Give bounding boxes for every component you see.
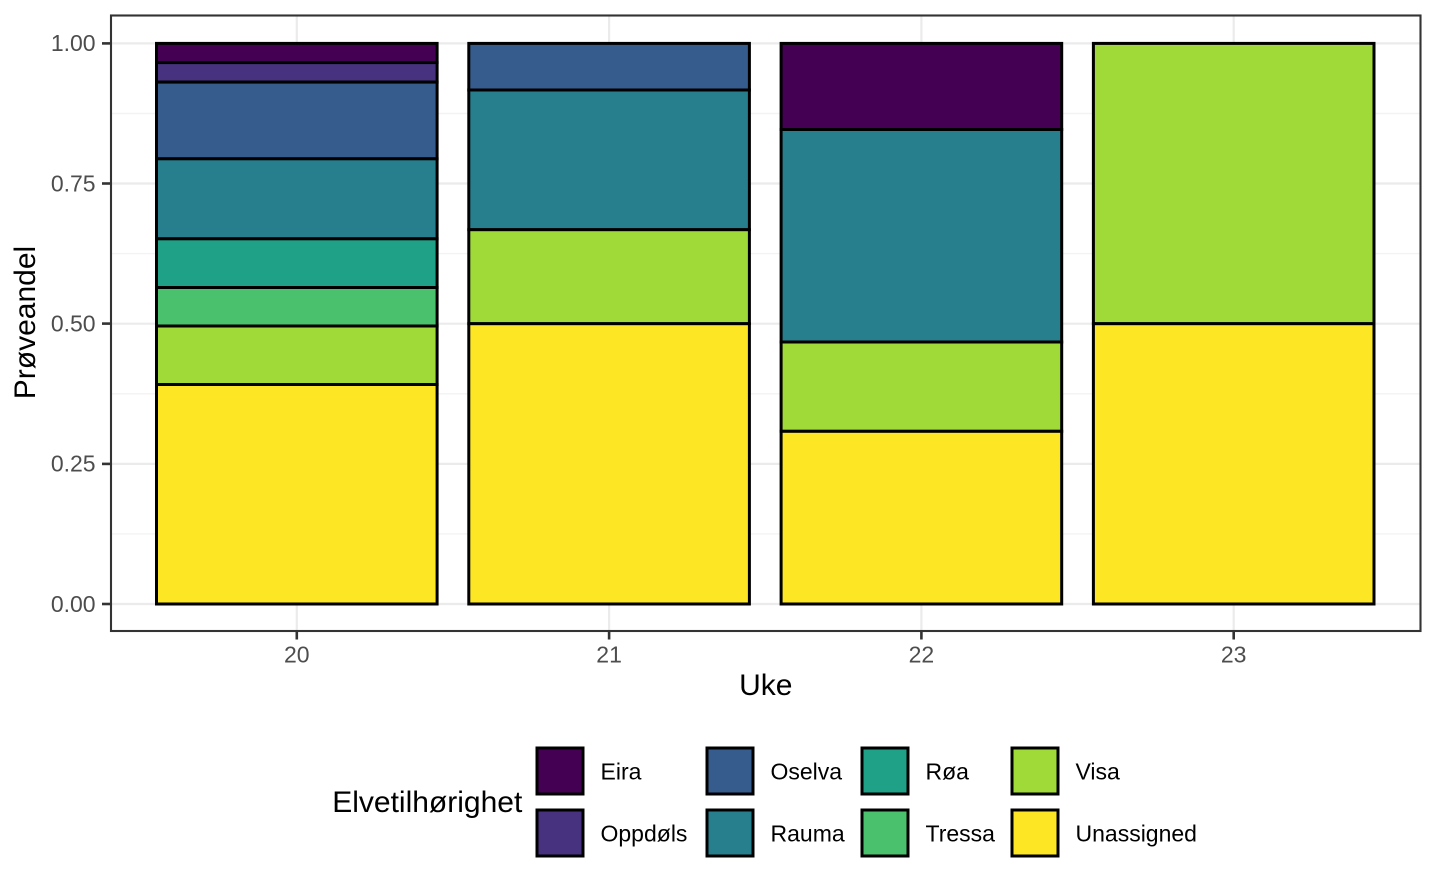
svg-text:0.00: 0.00 [51,591,96,617]
svg-text:Visa: Visa [1076,758,1121,784]
svg-text:Oselva: Oselva [771,758,843,784]
svg-text:22: 22 [909,642,935,668]
svg-text:Elvetilhørighet: Elvetilhørighet [332,786,523,819]
svg-text:Eira: Eira [601,758,642,784]
svg-text:Uke: Uke [739,669,792,702]
svg-text:0.25: 0.25 [51,451,96,477]
svg-text:Rauma: Rauma [771,820,845,846]
svg-text:0.50: 0.50 [51,311,96,337]
svg-text:20: 20 [284,642,310,668]
svg-text:1.00: 1.00 [51,30,96,56]
svg-text:Oppdøls: Oppdøls [601,820,688,846]
svg-text:21: 21 [596,642,622,668]
svg-text:0.75: 0.75 [51,170,96,196]
svg-text:Røa: Røa [926,758,970,784]
svg-text:Prøveandel: Prøveandel [9,246,42,399]
svg-text:Unassigned: Unassigned [1076,820,1197,846]
svg-text:23: 23 [1221,642,1247,668]
svg-text:Tressa: Tressa [926,820,996,846]
